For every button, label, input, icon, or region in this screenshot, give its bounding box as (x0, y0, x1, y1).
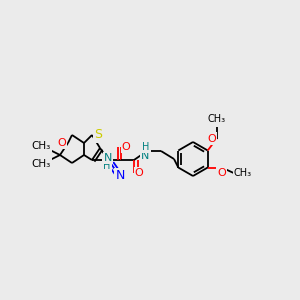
Text: CH₃: CH₃ (208, 115, 226, 124)
Text: CH₃: CH₃ (32, 159, 51, 169)
Text: H: H (142, 142, 150, 152)
Text: C: C (103, 155, 111, 165)
Text: CH₃: CH₃ (32, 141, 51, 151)
Text: N: N (116, 169, 125, 182)
Text: O: O (217, 167, 226, 178)
Text: S: S (94, 128, 102, 142)
Text: CH₃: CH₃ (234, 169, 252, 178)
Text: O: O (135, 168, 143, 178)
Text: O: O (207, 134, 216, 143)
Text: O: O (58, 138, 66, 148)
Text: N: N (104, 153, 112, 163)
Text: O: O (122, 142, 130, 152)
Text: H: H (103, 161, 111, 171)
Text: N: N (141, 151, 149, 161)
